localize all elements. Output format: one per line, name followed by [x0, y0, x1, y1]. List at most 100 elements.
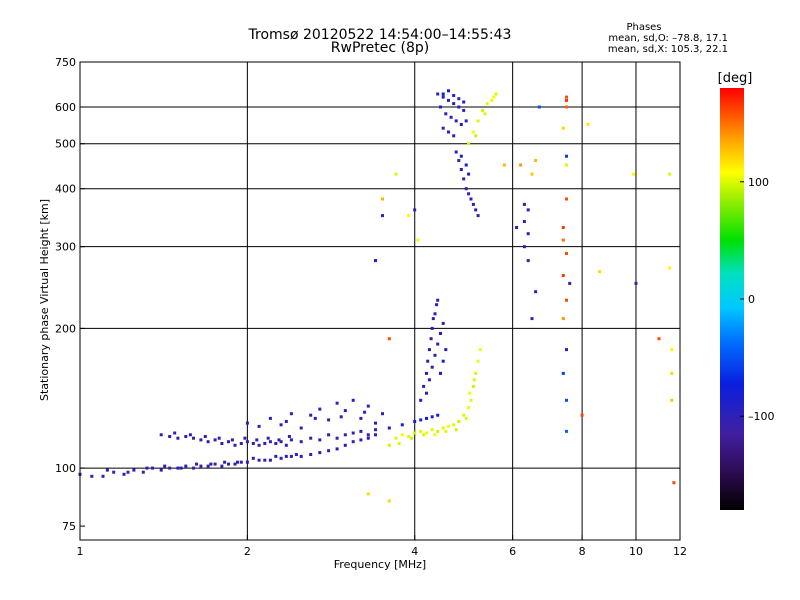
data-point — [279, 440, 283, 444]
data-point — [351, 398, 355, 402]
data-point — [459, 168, 463, 171]
data-point — [381, 214, 384, 218]
data-point — [299, 454, 303, 458]
grid-lines — [80, 62, 680, 540]
data-point — [468, 391, 472, 395]
data-point — [425, 391, 428, 395]
data-point — [239, 442, 243, 445]
data-point — [561, 274, 565, 277]
data-point — [444, 348, 448, 352]
data-point — [494, 92, 498, 96]
data-point — [339, 415, 343, 419]
data-point — [441, 321, 445, 325]
data-point — [444, 429, 448, 433]
y-tick-label: 75 — [62, 520, 76, 533]
data-point — [327, 433, 331, 437]
data-point — [309, 453, 313, 456]
data-point — [230, 438, 234, 442]
data-point — [394, 436, 398, 440]
data-point — [227, 440, 230, 444]
data-point — [430, 326, 434, 330]
data-point — [436, 92, 440, 96]
data-point — [435, 303, 439, 307]
data-point — [452, 94, 456, 97]
data-point — [565, 95, 568, 99]
data-point — [670, 371, 674, 375]
data-point — [176, 466, 180, 470]
data-point — [634, 281, 638, 285]
data-point — [426, 359, 430, 363]
data-point — [289, 454, 293, 458]
data-point — [457, 420, 461, 423]
data-point — [430, 415, 434, 419]
colorbar-ticks: 100 0 –100 — [740, 176, 775, 423]
data-point — [476, 214, 480, 218]
data-point — [476, 359, 480, 363]
data-point — [233, 462, 237, 466]
data-point — [255, 438, 259, 442]
data-point — [519, 163, 523, 167]
phase-statistics-heading: Phases — [626, 22, 662, 33]
data-point — [427, 378, 431, 382]
data-point — [168, 466, 172, 470]
data-point — [632, 172, 636, 176]
data-point — [363, 410, 367, 414]
data-point — [387, 337, 391, 341]
data-point — [522, 202, 526, 206]
data-point — [251, 456, 255, 460]
data-point — [565, 197, 568, 201]
data-point — [351, 440, 355, 444]
data-point — [407, 435, 411, 438]
data-point — [239, 460, 243, 464]
data-point — [561, 317, 565, 321]
data-point — [436, 429, 440, 433]
data-point — [436, 298, 440, 302]
data-point — [318, 438, 322, 442]
data-point — [422, 384, 426, 388]
data-point — [359, 416, 363, 420]
data-point — [447, 130, 450, 134]
x-tick-label: 2 — [244, 545, 251, 558]
data-point — [565, 98, 568, 102]
data-point — [176, 436, 180, 440]
data-point — [335, 447, 339, 451]
data-point — [245, 421, 249, 425]
data-point — [462, 177, 466, 181]
data-point — [274, 442, 278, 445]
data-point — [366, 436, 370, 440]
data-point — [381, 197, 384, 201]
plot-frame — [79, 61, 681, 541]
data-point — [335, 436, 339, 440]
data-point — [565, 154, 568, 158]
data-point — [227, 462, 230, 466]
data-point — [441, 95, 445, 99]
y-tick-label: 400 — [55, 183, 76, 196]
data-point — [474, 371, 478, 375]
data-point — [474, 208, 478, 212]
data-point — [289, 412, 293, 416]
data-point — [101, 474, 105, 478]
data-point — [565, 298, 568, 302]
data-point — [366, 404, 370, 408]
data-point — [668, 172, 672, 176]
data-point — [419, 418, 423, 422]
data-point — [441, 426, 445, 430]
data-point — [561, 238, 565, 242]
data-point — [427, 348, 431, 352]
data-point — [457, 97, 461, 101]
data-point — [433, 312, 437, 316]
data-point — [206, 440, 210, 444]
data-point — [457, 159, 461, 162]
data-point — [343, 443, 347, 447]
data-point — [492, 95, 496, 99]
data-point — [105, 468, 109, 472]
data-point — [213, 462, 217, 466]
data-point — [586, 123, 590, 126]
data-point — [565, 105, 568, 109]
data-point — [425, 431, 428, 435]
data-point — [279, 423, 283, 427]
data-point — [459, 123, 463, 126]
y-tick-label: 750 — [55, 56, 76, 69]
data-point — [220, 442, 224, 445]
data-point — [474, 134, 478, 138]
